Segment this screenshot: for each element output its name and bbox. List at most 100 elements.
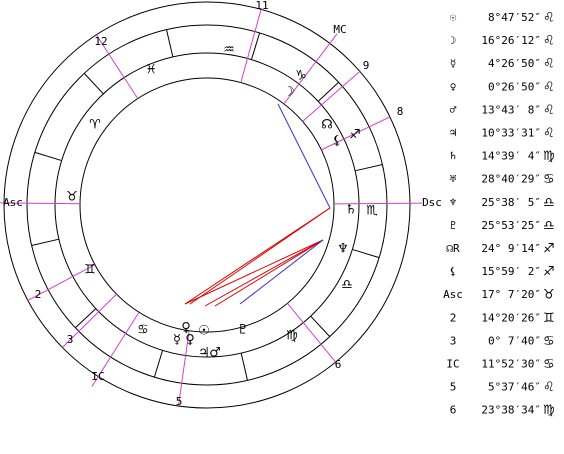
house-label: Asc (3, 196, 23, 209)
aspect-line (189, 207, 331, 305)
planet-glyph: ☿ (173, 333, 181, 348)
position-sign: ♐ (543, 265, 555, 280)
sign-divider (75, 308, 97, 329)
planet-glyph: ♂ (209, 346, 221, 361)
position-symbol: ♃ (450, 127, 457, 140)
house-label: 8 (397, 105, 404, 118)
position-degree: 25°53′25″ (481, 219, 541, 232)
house-label: 12 (94, 35, 107, 48)
aspect-line (204, 239, 324, 307)
position-symbol: 5 (450, 381, 457, 394)
sign-glyph: ♏ (366, 204, 378, 219)
position-symbol: ♇ (450, 219, 457, 232)
wheel-rings (3, 1, 411, 409)
sign-divider (354, 164, 383, 172)
position-sign: ♌ (543, 80, 555, 95)
sign-glyph: ♊ (84, 263, 96, 278)
house-cusp (333, 202, 422, 205)
position-sign: ♊ (543, 311, 555, 326)
position-sign: ♌ (543, 103, 555, 118)
house-cusp (0, 202, 81, 205)
planet-glyph: ♄ (345, 203, 357, 218)
sign-divider (153, 350, 164, 378)
house-label: Dsc (422, 196, 442, 209)
sign-divider (352, 248, 380, 259)
position-symbol: ☊R (446, 242, 460, 255)
planet-glyph: ♃ (198, 346, 210, 361)
position-sign: ♎ (543, 195, 555, 210)
house-label: MC (333, 23, 346, 36)
position-degree: 28°40′29″ (481, 173, 541, 186)
position-symbol: ♅ (450, 173, 457, 186)
house-label: 2 (35, 288, 42, 301)
position-sign: ♉ (543, 288, 555, 303)
position-symbol: ☉ (450, 11, 457, 24)
sign-glyph: ♓ (145, 63, 157, 78)
house-label: 3 (67, 333, 74, 346)
position-degree: 14°20′26″ (481, 311, 541, 324)
planet-glyph: ⚸ (332, 134, 342, 149)
sign-divider (83, 73, 104, 95)
house-cusp (240, 9, 262, 83)
sign-glyph: ♉ (66, 190, 78, 205)
position-symbol: 3 (450, 334, 457, 347)
position-symbol: ☽ (450, 34, 457, 47)
position-symbol: 6 (450, 404, 457, 417)
position-sign: ♎ (543, 218, 555, 233)
position-sign: ♐ (543, 242, 555, 257)
sign-divider (317, 81, 339, 102)
house-label: 11 (255, 0, 268, 12)
position-degree: 0° 7′40″ (488, 334, 541, 347)
position-degree: 5°37′46″ (488, 381, 541, 394)
position-degree: 11°52′30″ (481, 358, 541, 371)
sign-glyph: ♒ (223, 43, 235, 58)
aspect-lines (184, 103, 331, 307)
position-degree: 16°26′12″ (481, 34, 541, 47)
position-sign: ♋ (543, 334, 555, 349)
house-cusp (91, 312, 140, 387)
sign-glyph: ♐ (349, 128, 361, 143)
position-sign: ♌ (543, 126, 555, 141)
aspect-line (239, 239, 324, 305)
ring (26, 24, 388, 386)
position-symbol: IC (446, 358, 459, 371)
ring (54, 52, 360, 358)
sign-divider (240, 352, 248, 381)
position-symbol: ♄ (450, 150, 457, 163)
position-degree: 8°47′52″ (488, 11, 541, 24)
house-cusp (302, 71, 361, 122)
aspect-line (184, 239, 324, 305)
inner-ring (79, 77, 335, 333)
planet-glyph: ☊ (321, 118, 333, 133)
position-degree: 10°33′31″ (481, 127, 541, 140)
position-symbol: ♆ (450, 196, 457, 209)
position-symbol: 2 (450, 311, 457, 324)
house-cusp (95, 34, 139, 99)
position-degree: 0°26′50″ (488, 80, 541, 93)
house-label: 9 (363, 59, 370, 72)
position-degree: 17° 7′20″ (481, 288, 541, 301)
aspect-line (277, 103, 331, 209)
sign-divider (310, 315, 331, 337)
sign-divider (34, 151, 62, 162)
position-symbol: Asc (443, 288, 463, 301)
house-cusp (321, 116, 391, 151)
position-symbol: ☿ (450, 57, 457, 70)
house-cusp (283, 33, 338, 105)
sign-glyph: ♎ (341, 278, 353, 293)
position-symbol: ♀ (450, 80, 457, 93)
house-cusp (177, 330, 190, 407)
house-label: IC (91, 370, 104, 383)
position-sign: ♌ (543, 57, 555, 72)
house-cusp (62, 293, 117, 348)
aspect-line (214, 239, 324, 307)
outer-ring (3, 1, 411, 409)
position-sign: ♋ (543, 172, 555, 187)
house-cusp (27, 264, 96, 301)
position-degree: 24° 9′14″ (481, 242, 541, 255)
sign-glyph: ♑ (295, 69, 307, 84)
position-sign: ♌ (543, 34, 555, 49)
sign-glyph: ♋ (137, 323, 149, 338)
planet-glyph: ♆ (337, 242, 349, 257)
position-degree: 13°43′ 8″ (481, 103, 541, 116)
